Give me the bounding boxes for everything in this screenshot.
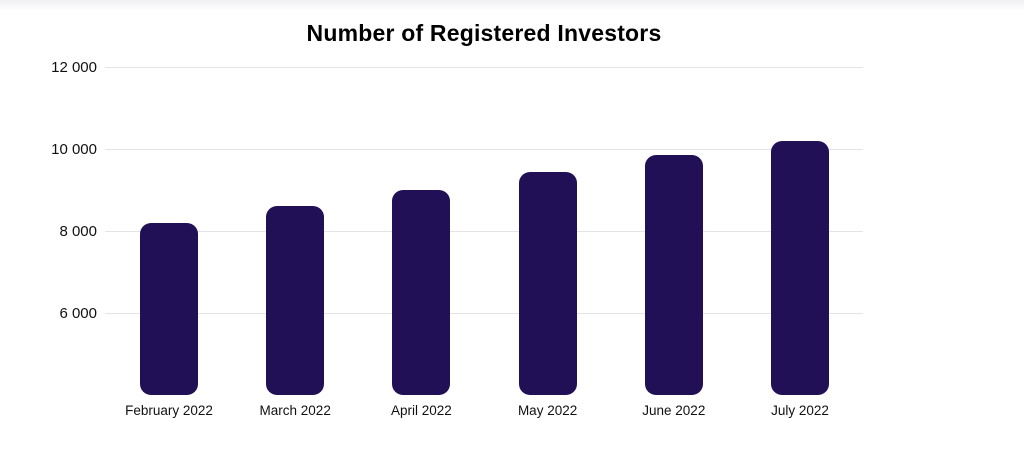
bar-june-2022 bbox=[644, 155, 703, 395]
gridline bbox=[105, 230, 863, 232]
gridline bbox=[105, 312, 863, 314]
x-axis-label: May 2022 bbox=[517, 403, 578, 418]
chart-title: Number of Registered Investors bbox=[306, 20, 662, 46]
bar-april-2022 bbox=[392, 190, 451, 395]
gridline bbox=[105, 66, 863, 68]
y-tick-label: 10 000 bbox=[51, 140, 97, 158]
y-tick-label: 8 000 bbox=[59, 222, 97, 240]
x-axis-label: March 2022 bbox=[259, 403, 331, 418]
window-top-gradient bbox=[0, 0, 1024, 11]
x-axis-label: April 2022 bbox=[390, 403, 452, 418]
bar-may-2022 bbox=[518, 171, 577, 395]
x-axis-label: June 2022 bbox=[642, 403, 706, 418]
x-axis-label: February 2022 bbox=[125, 403, 213, 418]
gridline bbox=[105, 148, 863, 150]
y-tick-label: 12 000 bbox=[51, 58, 97, 76]
x-axis-label: July 2022 bbox=[771, 403, 829, 418]
bar-march-2022 bbox=[266, 206, 325, 395]
y-tick-label: 6 000 bbox=[59, 304, 97, 322]
bar-february-2022 bbox=[140, 222, 198, 395]
bar-july-2022 bbox=[771, 140, 829, 395]
